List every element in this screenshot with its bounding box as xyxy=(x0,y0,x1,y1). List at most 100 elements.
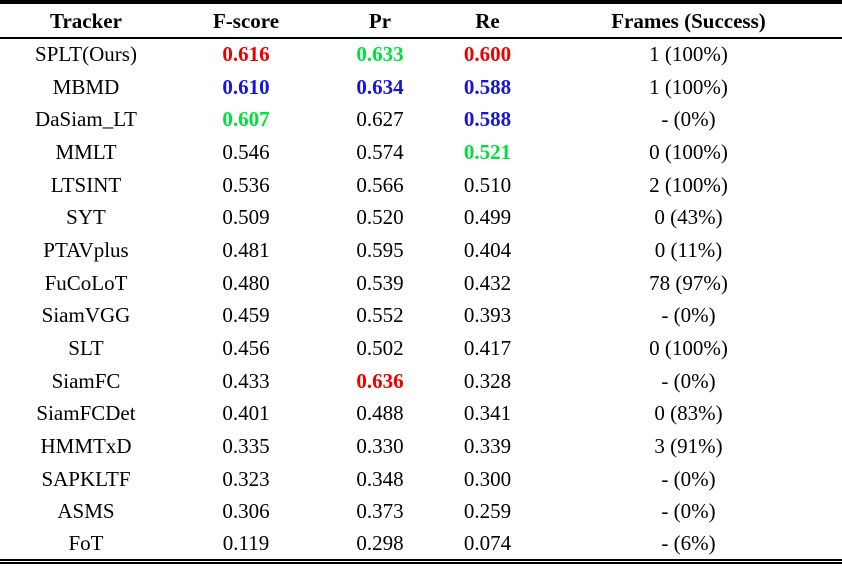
tracker-name-cell: SAPKLTF xyxy=(41,466,131,491)
fscore-cell: 0.481 xyxy=(222,237,270,262)
col-header-re: Re xyxy=(440,2,535,39)
re-cell: 0.588 xyxy=(463,107,512,132)
frames-cell: 1 (100%) xyxy=(649,74,728,99)
table-row: SLT 0.456 0.502 0.417 0 (100%) xyxy=(0,332,842,365)
frames-cell: 3 (91%) xyxy=(654,434,723,459)
tracker-name-cell: MMLT xyxy=(55,139,117,164)
frames-cell: - (0%) xyxy=(661,107,716,132)
pr-cell: 0.595 xyxy=(356,237,404,262)
tracker-name-cell: SLT xyxy=(68,336,104,361)
table-row: HMMTxD 0.335 0.330 0.339 3 (91%) xyxy=(0,430,842,463)
pr-cell: 0.488 xyxy=(356,401,404,426)
tracker-name-cell: FuCoLoT xyxy=(44,270,128,295)
table-row: MMLT 0.546 0.574 0.521 0 (100%) xyxy=(0,136,842,169)
re-cell: 0.328 xyxy=(463,368,512,393)
re-cell: 0.521 xyxy=(463,139,512,164)
pr-cell: 0.539 xyxy=(356,270,404,295)
frames-cell: - (0%) xyxy=(661,368,716,393)
tracker-name-cell: SPLT(Ours) xyxy=(35,42,137,67)
col-header-frames: Frames (Success) xyxy=(535,2,842,39)
pr-cell: 0.627 xyxy=(356,107,404,132)
re-cell: 0.510 xyxy=(463,172,512,197)
table-row: SiamFCDet 0.401 0.488 0.341 0 (83%) xyxy=(0,398,842,431)
re-cell: 0.588 xyxy=(463,74,512,99)
table-row: FuCoLoT 0.480 0.539 0.432 78 (97%) xyxy=(0,267,842,300)
fscore-cell: 0.335 xyxy=(222,434,270,459)
col-header-tracker: Tracker xyxy=(0,2,172,39)
table-row: LTSINT 0.536 0.566 0.510 2 (100%) xyxy=(0,169,842,202)
fscore-cell: 0.433 xyxy=(222,368,270,393)
pr-cell: 0.552 xyxy=(356,303,404,328)
pr-cell: 0.298 xyxy=(356,530,404,555)
fscore-cell: 0.546 xyxy=(222,139,270,164)
re-cell: 0.499 xyxy=(463,205,512,230)
table-row: SYT 0.509 0.520 0.499 0 (43%) xyxy=(0,201,842,234)
re-cell: 0.074 xyxy=(463,530,512,555)
tracker-name-cell: HMMTxD xyxy=(40,434,132,459)
fscore-cell: 0.323 xyxy=(222,466,270,491)
frames-cell: - (6%) xyxy=(661,530,716,555)
tracker-name-cell: MBMD xyxy=(52,74,120,99)
pr-cell: 0.502 xyxy=(356,336,404,361)
pr-cell: 0.636 xyxy=(356,368,404,393)
table-row: MBMD 0.610 0.634 0.588 1 (100%) xyxy=(0,71,842,104)
tracker-name-cell: SiamFCDet xyxy=(36,401,136,426)
pr-cell: 0.574 xyxy=(356,139,404,164)
tracker-name-cell: SiamFC xyxy=(51,368,121,393)
table-row: SiamFC 0.433 0.636 0.328 - (0%) xyxy=(0,365,842,398)
re-cell: 0.600 xyxy=(463,42,512,67)
frames-cell: 78 (97%) xyxy=(649,270,728,295)
col-header-fscore: F-score xyxy=(172,2,320,39)
table-row: SPLT(Ours) 0.616 0.633 0.600 1 (100%) xyxy=(0,38,842,71)
tracker-name-cell: DaSiam_LT xyxy=(35,107,137,132)
frames-cell: 0 (11%) xyxy=(654,237,723,262)
fscore-cell: 0.607 xyxy=(222,107,270,132)
pr-cell: 0.330 xyxy=(356,434,404,459)
re-cell: 0.404 xyxy=(463,237,512,262)
frames-cell: 0 (43%) xyxy=(654,205,723,230)
fscore-cell: 0.536 xyxy=(222,172,270,197)
frames-cell: - (0%) xyxy=(661,303,716,328)
frames-cell: - (0%) xyxy=(661,466,716,491)
tracker-name-cell: PTAVplus xyxy=(43,237,129,262)
tracker-name-cell: SYT xyxy=(66,205,106,230)
table-row: SAPKLTF 0.323 0.348 0.300 - (0%) xyxy=(0,463,842,496)
frames-cell: 0 (100%) xyxy=(649,139,728,164)
pr-cell: 0.348 xyxy=(356,466,404,491)
re-cell: 0.300 xyxy=(463,466,512,491)
tracker-name-cell: FoT xyxy=(68,530,104,555)
fscore-cell: 0.401 xyxy=(222,401,270,426)
pr-cell: 0.633 xyxy=(356,42,404,67)
pr-cell: 0.373 xyxy=(356,499,404,524)
frames-cell: 1 (100%) xyxy=(649,42,728,67)
pr-cell: 0.520 xyxy=(356,205,404,230)
re-cell: 0.259 xyxy=(463,499,512,524)
fscore-cell: 0.306 xyxy=(222,499,270,524)
fscore-cell: 0.456 xyxy=(222,336,270,361)
fscore-cell: 0.616 xyxy=(222,42,270,67)
fscore-cell: 0.480 xyxy=(222,270,270,295)
frames-cell: 2 (100%) xyxy=(649,172,728,197)
fscore-cell: 0.509 xyxy=(222,205,270,230)
frames-cell: 0 (83%) xyxy=(654,401,723,426)
re-cell: 0.341 xyxy=(463,401,512,426)
tracker-name-cell: LTSINT xyxy=(50,172,122,197)
re-cell: 0.417 xyxy=(463,336,512,361)
fscore-cell: 0.610 xyxy=(222,74,270,99)
pr-cell: 0.566 xyxy=(356,172,404,197)
re-cell: 0.393 xyxy=(463,303,512,328)
header-row: Tracker F-score Pr Re Frames (Success) xyxy=(0,2,842,39)
fscore-cell: 0.119 xyxy=(222,530,270,555)
table-row: ASMS 0.306 0.373 0.259 - (0%) xyxy=(0,496,842,529)
re-cell: 0.339 xyxy=(463,434,512,459)
table-row: SiamVGG 0.459 0.552 0.393 - (0%) xyxy=(0,300,842,333)
frames-cell: - (0%) xyxy=(661,499,716,524)
re-cell: 0.432 xyxy=(463,270,512,295)
frames-cell: 0 (100%) xyxy=(649,336,728,361)
col-header-pr: Pr xyxy=(320,2,440,39)
tracker-name-cell: ASMS xyxy=(57,499,115,524)
table-row: PTAVplus 0.481 0.595 0.404 0 (11%) xyxy=(0,234,842,267)
table-row: FoT 0.119 0.298 0.074 - (6%) xyxy=(0,528,842,561)
